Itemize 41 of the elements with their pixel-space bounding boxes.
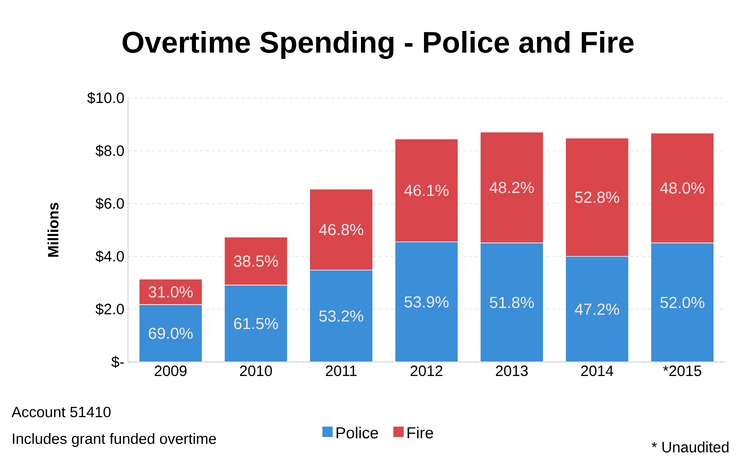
- annotation: 48.2%: [490, 182, 534, 194]
- bar: [650, 242, 714, 362]
- annotation: 46.1%: [404, 184, 449, 196]
- text: * Unaudited: [652, 441, 728, 452]
- bar: [309, 270, 374, 362]
- y-tick-label: $6.0: [96, 198, 124, 210]
- chart-title: Overtime Spending - Police and Fire: [122, 30, 634, 59]
- annotation: 69.0%: [148, 328, 193, 339]
- y-tick-label: $2.0: [96, 303, 124, 316]
- x-tick-label: 2011: [326, 366, 357, 376]
- x-tick-label: 2009: [154, 366, 187, 376]
- x-tick-label: 2010: [240, 366, 272, 376]
- annotation: 53.2%: [319, 310, 364, 322]
- text: Includes grant funded overtime: [12, 433, 216, 447]
- annotation: 52.0%: [660, 296, 704, 308]
- annotation: 47.2%: [574, 304, 620, 315]
- bar: [224, 284, 288, 362]
- y-tick-label: $10.0: [87, 92, 124, 104]
- legend-label: Fire: [408, 426, 434, 438]
- legend-label: Police: [336, 426, 378, 438]
- annotation: 46.8%: [318, 224, 364, 236]
- x-tick-label: 2012: [410, 366, 442, 376]
- y-tick-label: $4.0: [96, 250, 124, 262]
- annotation: 48.0%: [660, 182, 704, 194]
- x-tick-label: *2015: [663, 366, 702, 376]
- y-tick-label: $-: [111, 356, 124, 368]
- y-tick-label: $8.0: [96, 144, 124, 157]
- annotation: 61.5%: [234, 318, 278, 330]
- annotation: 38.5%: [234, 256, 278, 267]
- annotation: 51.8%: [490, 296, 534, 308]
- bar: [565, 256, 629, 362]
- x-tick-label: 2013: [496, 366, 528, 376]
- annotation: 52.8%: [575, 192, 620, 203]
- annotation: 53.9%: [404, 296, 449, 308]
- annotation: 31.0%: [148, 286, 193, 298]
- bar: [394, 242, 458, 362]
- bar: [138, 304, 202, 362]
- bar: [480, 242, 544, 362]
- x-tick-label: 2014: [581, 366, 614, 376]
- text: Account 51410: [12, 406, 111, 418]
- y-axis-title: Millions: [48, 202, 58, 257]
